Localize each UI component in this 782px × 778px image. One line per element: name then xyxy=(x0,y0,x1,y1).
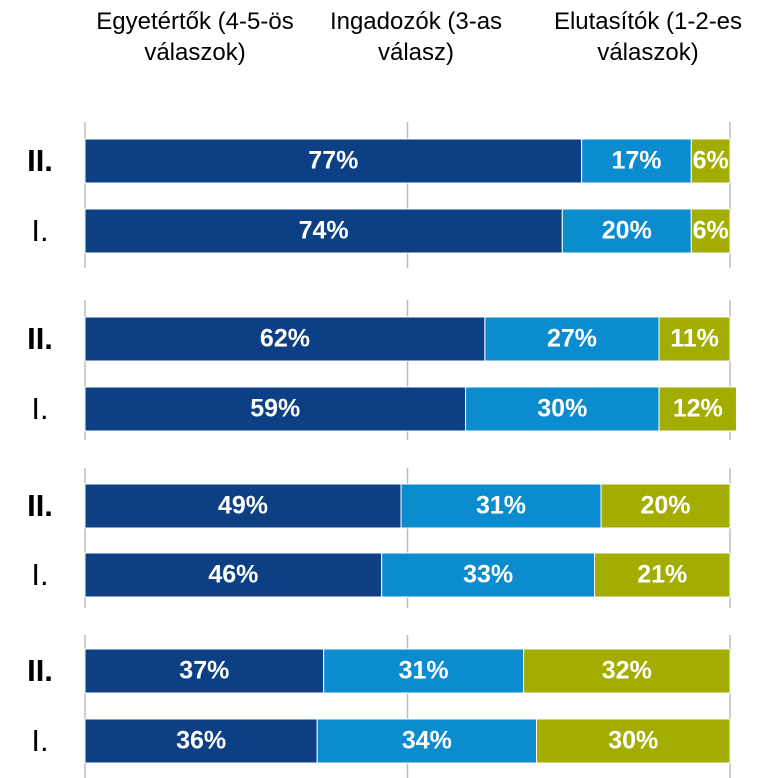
bar-segment xyxy=(690,138,731,184)
bar-segment xyxy=(561,208,692,254)
bar-segment xyxy=(84,316,486,362)
data-label: 12% xyxy=(673,395,723,423)
legend-entry: Elutasítók (1-2-es válaszok) xyxy=(553,8,743,66)
data-label: 33% xyxy=(463,561,513,589)
data-label: 27% xyxy=(547,325,597,353)
data-label: 30% xyxy=(608,727,658,755)
bar-segment xyxy=(316,718,538,764)
data-label: 6% xyxy=(693,217,729,245)
legend-entry: Ingadozók (3-as válasz) xyxy=(329,8,503,66)
legend-entry: Egyetértők (4-5-ös válaszok) xyxy=(96,8,294,66)
bar-segment xyxy=(600,483,731,529)
bar-segment xyxy=(658,316,731,362)
category-label: I. xyxy=(31,213,48,248)
bar-segment xyxy=(84,552,383,598)
data-label: 30% xyxy=(537,395,587,423)
data-label: 32% xyxy=(602,657,652,685)
data-label: 62% xyxy=(260,325,310,353)
category-label: II. xyxy=(27,653,53,688)
bar-segment xyxy=(400,483,602,529)
bar-segment xyxy=(84,208,563,254)
bar-segment xyxy=(536,718,731,764)
data-label: 59% xyxy=(250,395,300,423)
data-label: 21% xyxy=(637,561,687,589)
data-label: 37% xyxy=(179,657,229,685)
data-label: 17% xyxy=(611,147,661,175)
data-label: 20% xyxy=(602,217,652,245)
bar-segment xyxy=(84,138,583,184)
bar-segment xyxy=(84,386,467,432)
bar-segment xyxy=(690,208,731,254)
data-label: 6% xyxy=(693,147,729,175)
data-label: 11% xyxy=(670,325,719,353)
bar-segment xyxy=(323,648,525,694)
data-label: 49% xyxy=(218,492,268,520)
bar-segment xyxy=(84,483,402,529)
bar-segment xyxy=(84,718,318,764)
data-label: 77% xyxy=(308,147,358,175)
bar-segment xyxy=(465,386,660,432)
category-label: I. xyxy=(31,723,48,758)
category-label: II. xyxy=(27,321,53,356)
category-label: I. xyxy=(31,557,48,592)
data-label: 31% xyxy=(476,492,526,520)
data-label: 46% xyxy=(208,561,258,589)
category-label: I. xyxy=(31,391,48,426)
data-label: 34% xyxy=(402,727,452,755)
bar-segment xyxy=(381,552,596,598)
bar-segment xyxy=(594,552,731,598)
category-label: II. xyxy=(27,143,53,178)
data-label: 74% xyxy=(299,217,349,245)
data-label: 20% xyxy=(640,492,690,520)
bar-segment xyxy=(581,138,692,184)
data-label: 36% xyxy=(176,727,226,755)
bar-segment xyxy=(523,648,731,694)
bar-segment xyxy=(658,386,737,432)
category-label: II. xyxy=(27,488,53,523)
data-label: 31% xyxy=(399,657,449,685)
